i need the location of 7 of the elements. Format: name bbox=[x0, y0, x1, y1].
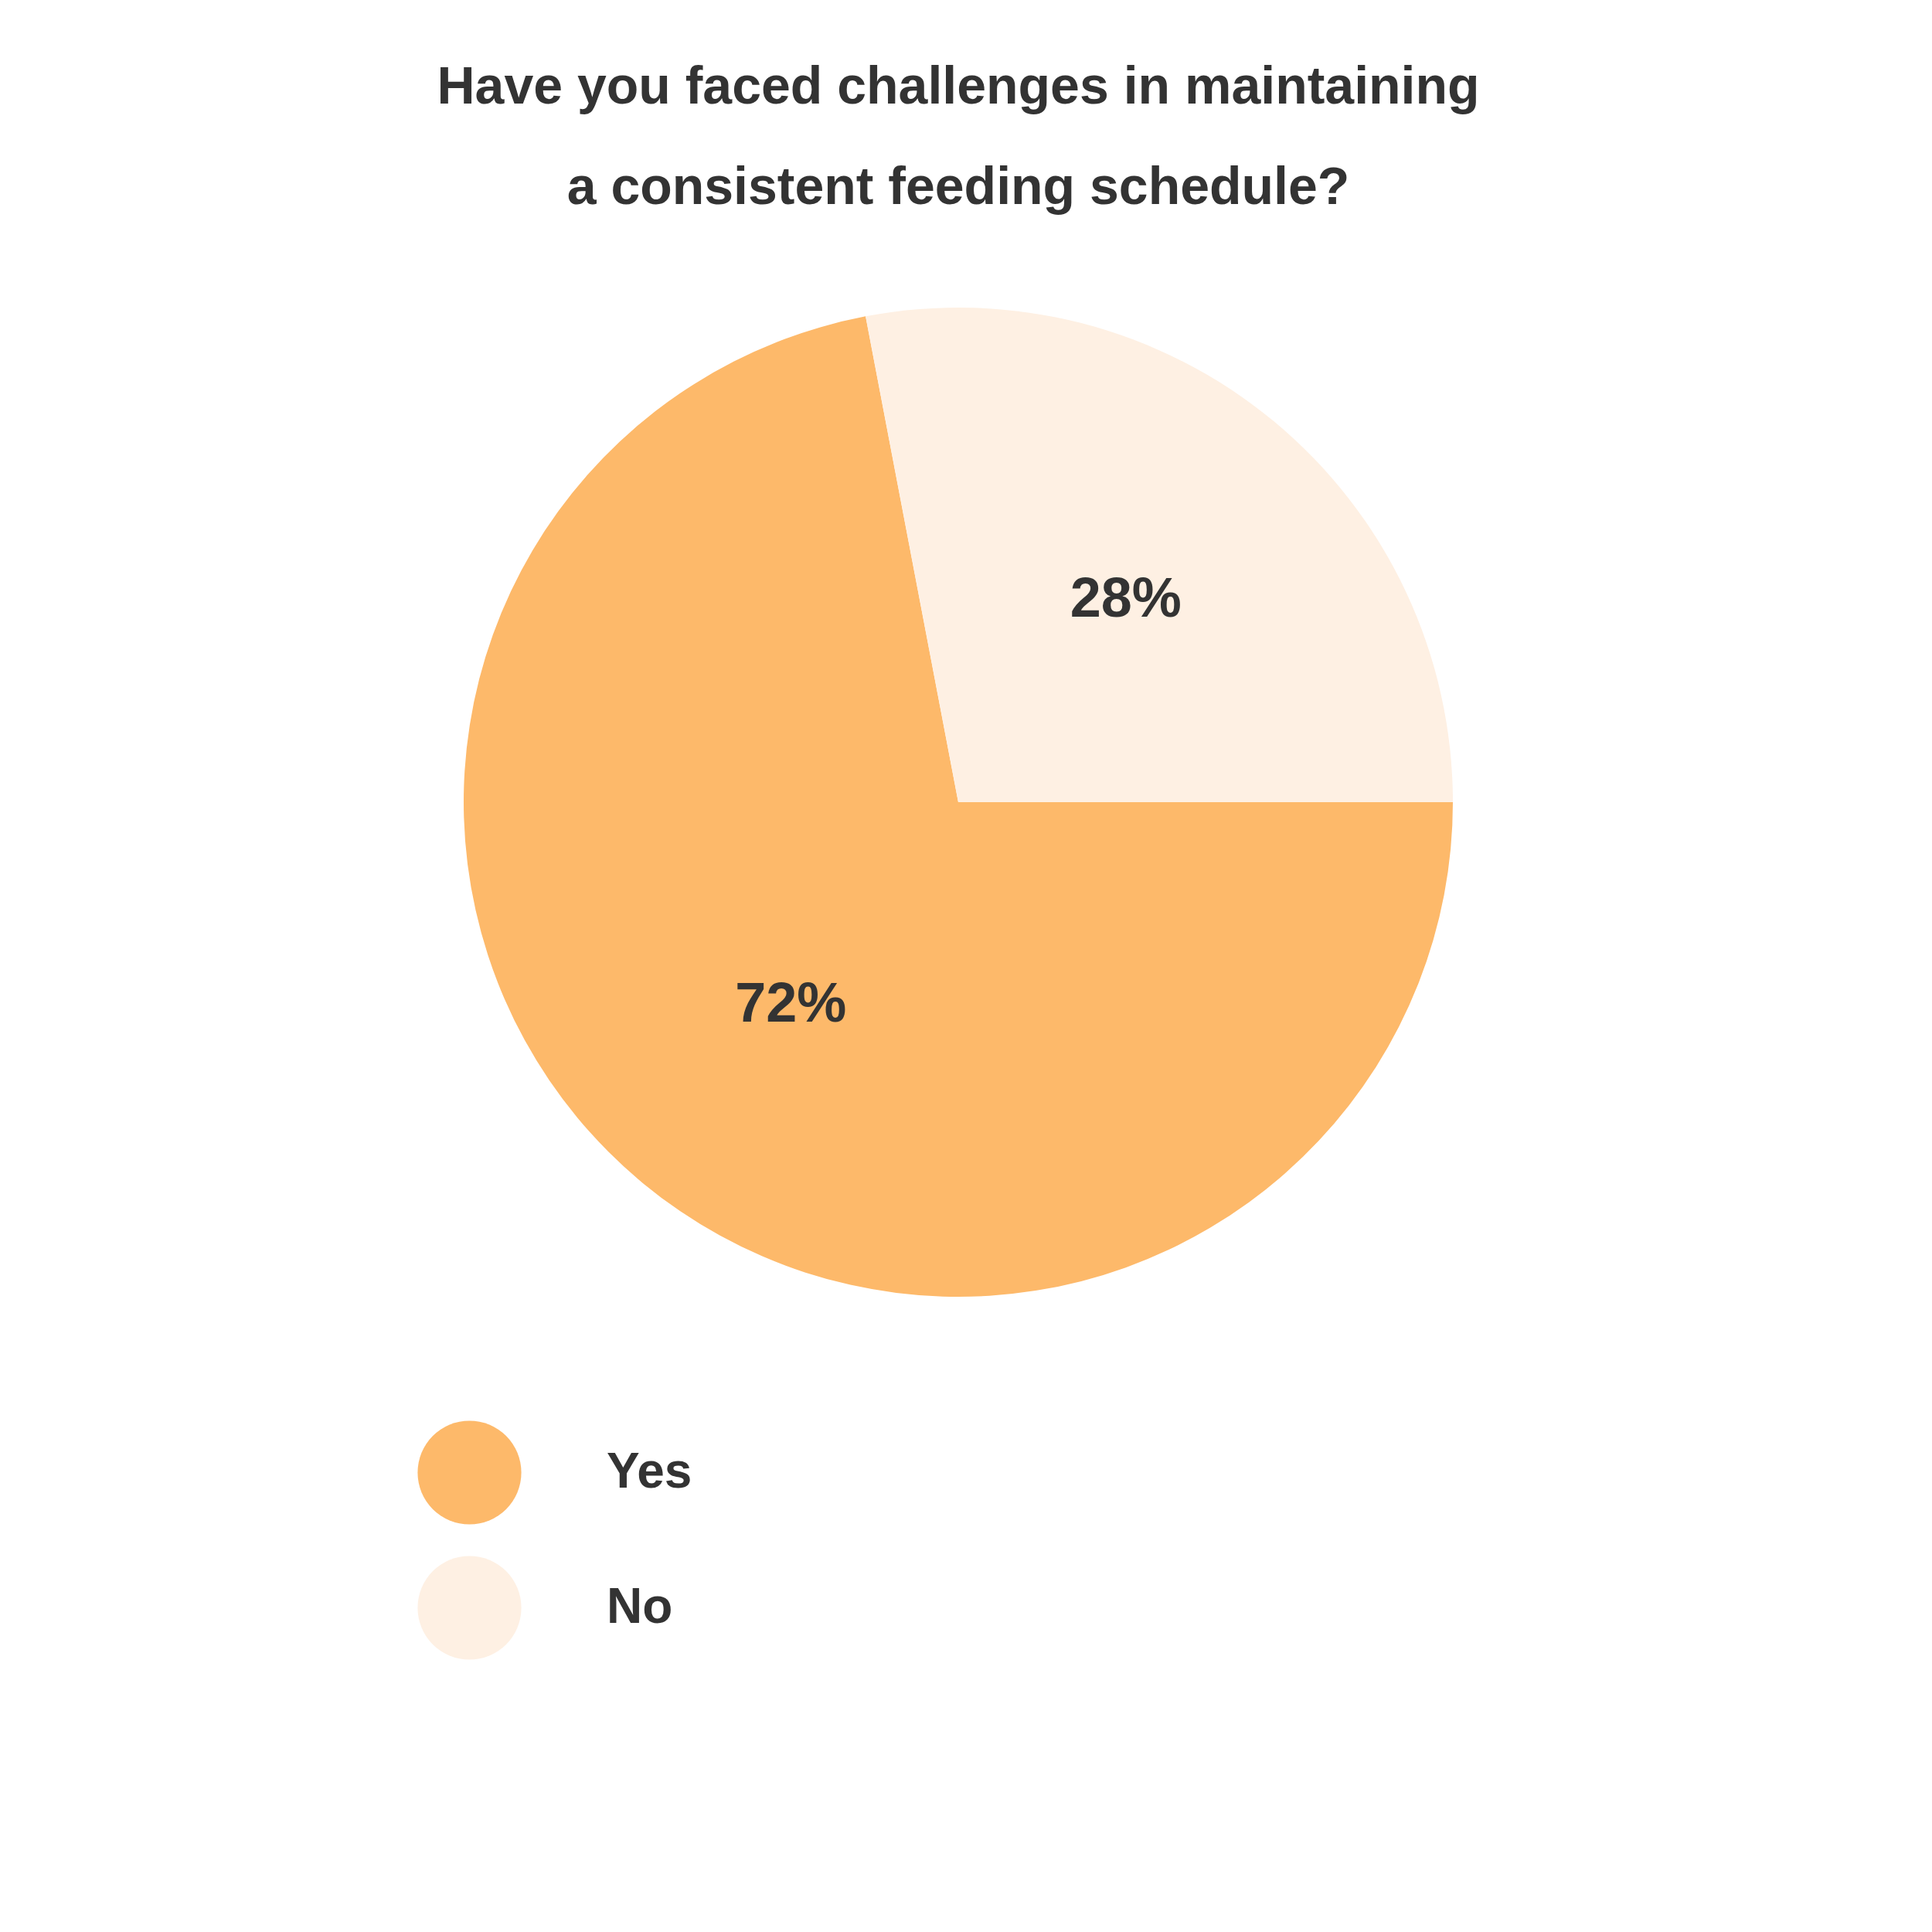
legend-label: Yes bbox=[607, 1442, 692, 1498]
pie-slice bbox=[866, 308, 1453, 802]
chart-title: Have you faced challenges in maintaining a consistent feeding schedule? bbox=[437, 56, 1480, 215]
legend-label: No bbox=[607, 1577, 673, 1634]
data-label: 72% bbox=[735, 971, 847, 1033]
pie-slice bbox=[464, 316, 1453, 1297]
data-label: 28% bbox=[1070, 566, 1182, 629]
